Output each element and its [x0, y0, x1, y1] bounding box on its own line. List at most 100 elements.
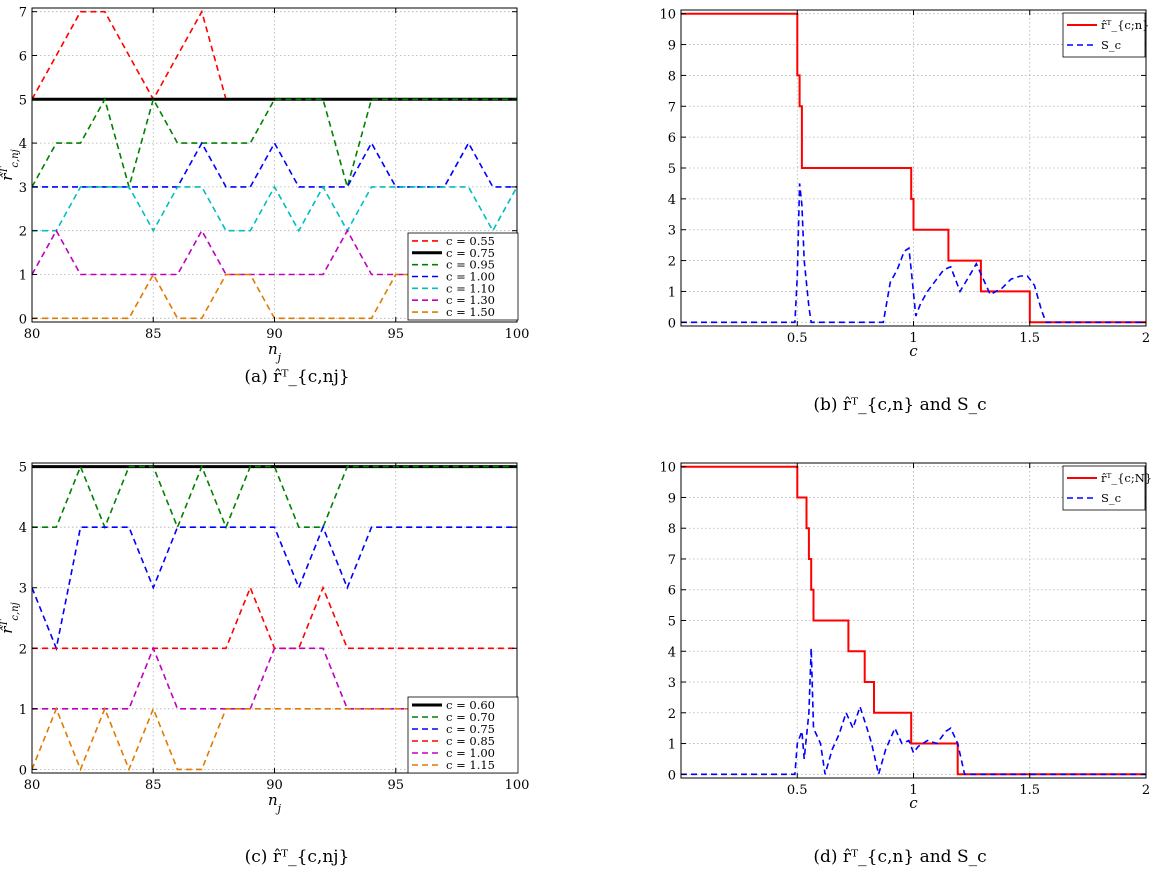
legend-label: c = 1.15	[446, 758, 495, 772]
y-tick-label: 3	[668, 676, 676, 691]
chart-panel-a: 8085909510001234567njr̂Tc,njc = 0.55c = …	[0, 6, 529, 364]
series-line-4	[32, 646, 517, 710]
y-axis-label-sup: T	[0, 166, 10, 174]
y-tick-label: 3	[19, 181, 27, 196]
y-tick-label: 0	[668, 316, 676, 331]
y-tick-label: 6	[668, 131, 676, 146]
y-tick-label: 9	[668, 39, 676, 54]
x-tick-label: 100	[505, 778, 530, 793]
y-tick-label: 2	[668, 255, 676, 270]
legend-label: r̂ᵀ_{c;n}	[1101, 18, 1149, 32]
x-tick-label: 2	[1142, 331, 1150, 346]
caption-b: (b) r̂ᵀ_{c,n} and S_c	[813, 395, 986, 415]
y-tick-label: 7	[19, 6, 27, 21]
x-tick-label: 0.5	[787, 331, 808, 346]
y-tick-label: 0	[19, 312, 27, 327]
y-tick-label: 5	[668, 615, 676, 630]
y-tick-label: 1	[19, 703, 27, 718]
y-tick-label: 1	[668, 285, 676, 300]
x-tick-label: 85	[145, 778, 162, 793]
y-tick-label: 6	[19, 49, 27, 64]
y-axis-label-sup: T	[0, 619, 10, 627]
series-line-4	[32, 185, 517, 233]
x-axis-label: nj	[268, 340, 282, 364]
y-tick-label: 10	[659, 8, 676, 23]
x-tick-label: 1	[909, 331, 917, 346]
series-line-1	[681, 183, 1146, 324]
y-tick-label: 7	[668, 553, 676, 568]
x-axis-label: c	[909, 342, 918, 360]
y-tick-label: 2	[19, 225, 27, 240]
y-axis-label-sub: c,nj	[10, 149, 21, 167]
y-tick-label: 0	[668, 768, 676, 783]
x-tick-label: 1.5	[1019, 783, 1040, 798]
legend-label: c = 0.70	[446, 710, 495, 724]
legend-label: S_c	[1101, 38, 1121, 52]
legend-label: c = 0.60	[446, 698, 495, 712]
caption-a: (a) r̂ᵀ_{c,nj}	[244, 367, 349, 387]
series-line-5	[32, 229, 517, 276]
legend-label: c = 0.75	[446, 722, 495, 736]
legend-label: c = 0.75	[446, 246, 495, 260]
legend-box	[1062, 12, 1146, 58]
legend-label: S_c	[1101, 491, 1121, 505]
legend-label: c = 1.00	[446, 746, 495, 760]
y-tick-label: 7	[668, 100, 676, 115]
x-tick-label: 95	[387, 778, 404, 793]
x-tick-label: 90	[266, 778, 283, 793]
y-tick-label: 9	[668, 491, 676, 506]
y-tick-label: 10	[659, 461, 676, 476]
y-axis-label-sub: c,nj	[10, 602, 21, 620]
caption-c: (c) r̂ᵀ_{c,nj}	[245, 847, 350, 867]
legend-box	[1062, 465, 1146, 511]
y-tick-label: 8	[668, 69, 676, 84]
x-axis-label-sub: j	[275, 351, 282, 364]
y-tick-label: 8	[668, 522, 676, 537]
y-tick-label: 5	[19, 461, 27, 476]
y-tick-label: 5	[19, 93, 27, 108]
y-tick-label: 2	[19, 642, 27, 657]
legend-label: r̂ᵀ_{c;N}	[1101, 471, 1152, 485]
x-axis-label: nj	[268, 791, 282, 815]
series-line-2	[32, 525, 517, 652]
legend-label: c = 1.10	[446, 281, 495, 295]
x-tick-label: 90	[266, 327, 283, 342]
x-tick-label: 100	[505, 327, 530, 342]
y-tick-label: 1	[668, 738, 676, 753]
x-tick-label: 1.5	[1019, 331, 1040, 346]
legend-label: c = 0.55	[446, 234, 495, 248]
x-axis-label-sub: j	[275, 802, 282, 815]
y-tick-label: 4	[668, 645, 676, 660]
x-tick-label: 0.5	[787, 783, 808, 798]
y-tick-label: 5	[668, 162, 676, 177]
legend-label: c = 1.50	[446, 305, 495, 319]
series-line-3	[32, 141, 517, 188]
series-line-1	[681, 648, 1146, 776]
x-tick-label: 80	[24, 778, 41, 793]
chart-panel-c: 80859095100012345njr̂Tc,njc = 0.60c = 0.…	[0, 461, 529, 815]
chart-panel-b: 0.5 1 1.5 2 0 1 2 3 4 5 6 7 8 9 10 c r̂ᵀ_{c;n} S_c	[659, 8, 1150, 360]
legend-label: c = 1.30	[446, 293, 495, 307]
x-axis-label: c	[909, 794, 918, 812]
legend-box	[407, 696, 519, 774]
y-tick-label: 4	[19, 521, 27, 536]
y-axis-label: r̂Tc,nj	[0, 602, 21, 633]
series-line-2	[32, 97, 517, 190]
x-tick-label: 1	[909, 783, 917, 798]
y-tick-label: 1	[19, 269, 27, 284]
series-line-0	[32, 9, 227, 101]
y-tick-label: 6	[668, 584, 676, 599]
legend-label: c = 0.85	[446, 734, 495, 748]
y-tick-label: 4	[668, 193, 676, 208]
x-tick-label: 85	[145, 327, 162, 342]
x-tick-label: 2	[1142, 783, 1150, 798]
series-line-0	[681, 465, 1146, 776]
x-tick-label: 95	[387, 327, 404, 342]
legend-label: c = 0.95	[446, 258, 495, 272]
y-tick-label: 4	[19, 137, 27, 152]
y-axis-label: r̂Tc,nj	[0, 149, 21, 180]
y-tick-label: 2	[668, 707, 676, 722]
caption-d: (d) r̂ᵀ_{c,n} and S_c	[813, 847, 986, 867]
legend-label: c = 1.00	[446, 270, 495, 284]
